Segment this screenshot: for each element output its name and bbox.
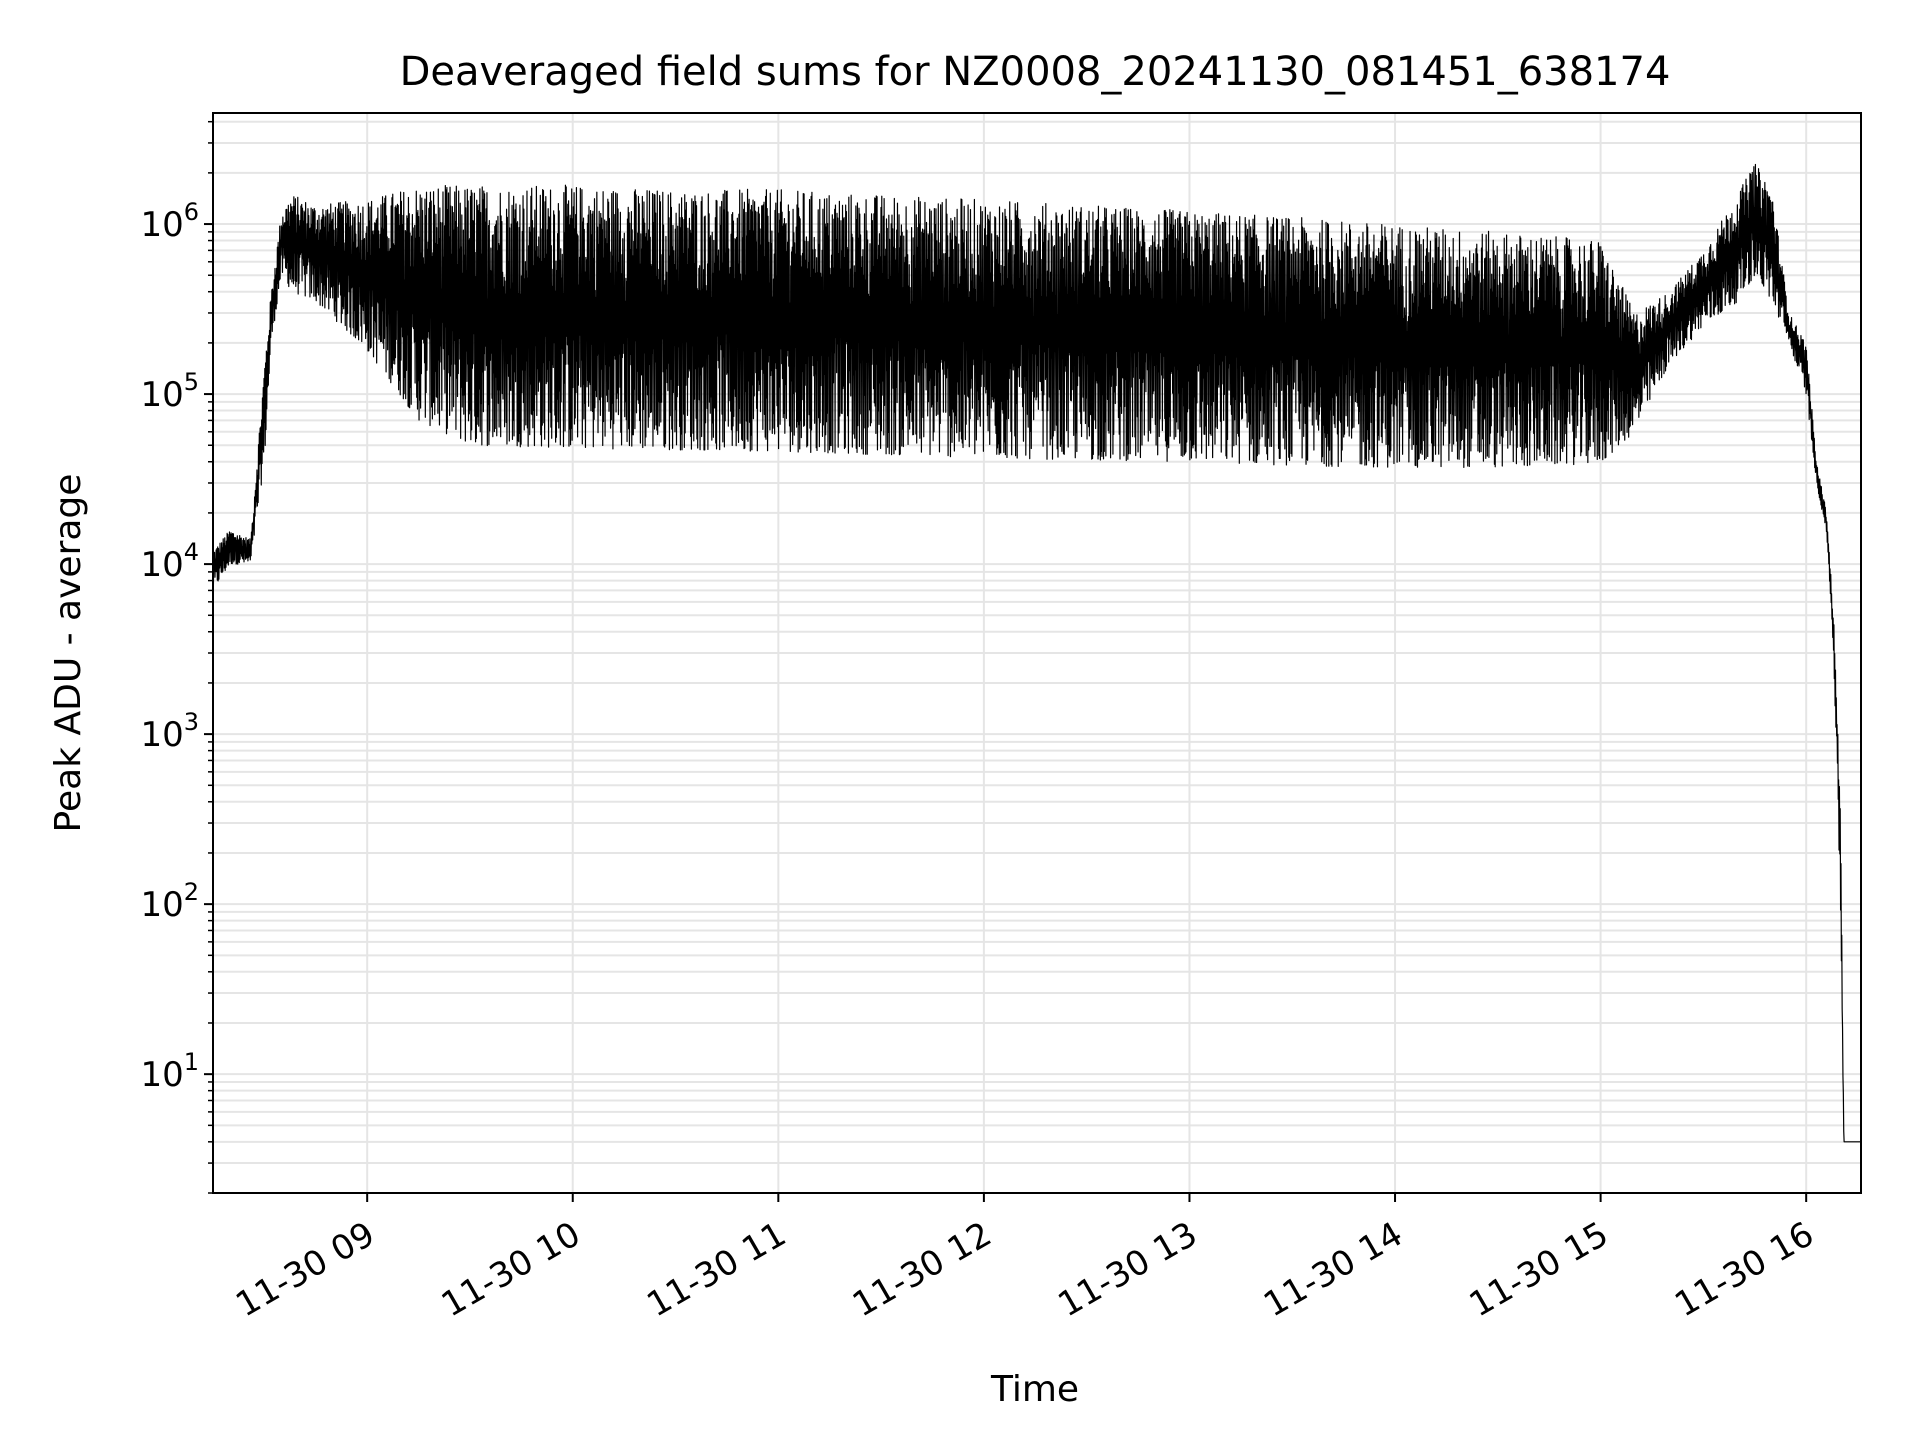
data-series-line: [212, 163, 1862, 1143]
y-tick-exponent: 3: [184, 708, 199, 736]
y-tick-label: 104: [140, 538, 199, 585]
y-tick-label: 102: [140, 878, 199, 925]
y-tick-base: 10: [140, 1055, 183, 1095]
y-tick-exponent: 5: [184, 368, 199, 396]
y-tick-label: 106: [140, 198, 199, 245]
x-axis-label: Time: [990, 1369, 1079, 1410]
y-axis-label: Peak ADU - average: [48, 474, 89, 833]
y-tick-exponent: 6: [184, 198, 199, 226]
y-tick-base: 10: [140, 205, 183, 245]
y-tick-label: 101: [140, 1048, 199, 1095]
y-tick-exponent: 4: [184, 538, 199, 566]
y-tick-label: 103: [140, 708, 199, 755]
y-tick-base: 10: [140, 715, 183, 755]
y-tick-exponent: 1: [184, 1048, 199, 1076]
y-tick-exponent: 2: [184, 878, 199, 906]
y-tick-label: 105: [140, 368, 199, 415]
chart-title: Deaveraged field sums for NZ0008_2024113…: [400, 49, 1671, 95]
y-tick-base: 10: [140, 375, 183, 415]
data-layer: [212, 163, 1862, 1143]
y-tick-base: 10: [140, 885, 183, 925]
y-tick-base: 10: [140, 545, 183, 585]
